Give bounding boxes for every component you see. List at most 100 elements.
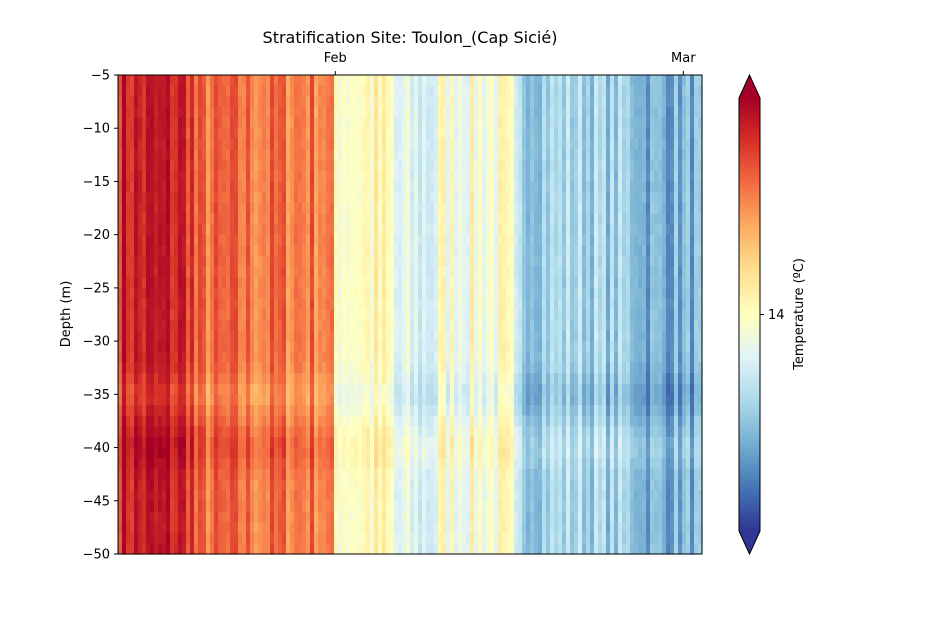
heatmap-cell [262, 299, 267, 310]
heatmap-cell [446, 86, 451, 97]
heatmap-cell [294, 309, 299, 320]
heatmap-cell [382, 394, 387, 405]
heatmap-cell [150, 245, 155, 256]
heatmap-cell [166, 330, 171, 341]
heatmap-cell [298, 139, 303, 150]
heatmap-cell [278, 352, 283, 363]
heatmap-cell [378, 511, 383, 522]
heatmap-cell [554, 107, 559, 118]
heatmap-cell [266, 160, 271, 171]
heatmap-cell [278, 139, 283, 150]
heatmap-cell [454, 107, 459, 118]
heatmap-cell [154, 479, 159, 490]
heatmap-cell [470, 522, 475, 533]
heatmap-cell [302, 320, 307, 331]
heatmap-cell [458, 543, 463, 554]
heatmap-cell [382, 352, 387, 363]
heatmap-cell [246, 150, 251, 161]
heatmap-cell [202, 320, 207, 331]
heatmap-cell [526, 426, 531, 437]
heatmap-cell [334, 426, 339, 437]
heatmap-cell [478, 96, 483, 107]
heatmap-cell [522, 245, 527, 256]
heatmap-cell [506, 224, 511, 235]
heatmap-cell [358, 533, 363, 544]
heatmap-cell [122, 309, 127, 320]
heatmap-cell [162, 437, 167, 448]
heatmap-cell [474, 330, 479, 341]
heatmap-cell [530, 437, 535, 448]
heatmap-cell [510, 181, 515, 192]
heatmap-cell [218, 288, 223, 299]
heatmap-cell [510, 288, 515, 299]
heatmap-cell [510, 299, 515, 310]
heatmap-cell [154, 448, 159, 459]
heatmap-cell [518, 235, 523, 246]
heatmap-cell [142, 384, 147, 395]
heatmap-cell [390, 86, 395, 97]
heatmap-cell [498, 277, 503, 288]
heatmap-cell [290, 213, 295, 224]
heatmap-cell [230, 458, 235, 469]
heatmap-cell [242, 479, 247, 490]
heatmap-cell [250, 469, 255, 480]
heatmap-cell [486, 288, 491, 299]
heatmap-cell [146, 224, 151, 235]
heatmap-cell [554, 362, 559, 373]
heatmap-cell [154, 235, 159, 246]
heatmap-cell [346, 490, 351, 501]
heatmap-cell [290, 373, 295, 384]
heatmap-cell [202, 362, 207, 373]
heatmap-cell [222, 352, 227, 363]
heatmap-cell [274, 330, 279, 341]
heatmap-cell [174, 245, 179, 256]
heatmap-cell [538, 448, 543, 459]
heatmap-cell [546, 511, 551, 522]
heatmap-cell [350, 192, 355, 203]
heatmap-cell [450, 426, 455, 437]
heatmap-cell [358, 256, 363, 267]
heatmap-cell [462, 288, 467, 299]
heatmap-cell [442, 416, 447, 427]
heatmap-cell [462, 352, 467, 363]
heatmap-cell [458, 118, 463, 129]
heatmap-cell [554, 437, 559, 448]
heatmap-cell [390, 181, 395, 192]
heatmap-cell [298, 437, 303, 448]
heatmap-cell [162, 139, 167, 150]
heatmap-cell [258, 384, 263, 395]
heatmap-cell [382, 256, 387, 267]
heatmap-cell [466, 160, 471, 171]
heatmap-cell [334, 256, 339, 267]
heatmap-cell [494, 437, 499, 448]
heatmap-cell [522, 394, 527, 405]
heatmap-cell [202, 118, 207, 129]
heatmap-cell [442, 299, 447, 310]
heatmap-cell [310, 213, 315, 224]
heatmap-cell [238, 416, 243, 427]
heatmap-cell [358, 171, 363, 182]
heatmap-cell [326, 511, 331, 522]
heatmap-cell [338, 277, 343, 288]
heatmap-cell [530, 330, 535, 341]
heatmap-cell [482, 405, 487, 416]
heatmap-cell [198, 479, 203, 490]
heatmap-cell [510, 160, 515, 171]
heatmap-cell [222, 330, 227, 341]
heatmap-cell [142, 405, 147, 416]
heatmap-cell [250, 341, 255, 352]
heatmap-cell [174, 192, 179, 203]
heatmap-cell [238, 352, 243, 363]
heatmap-cell [246, 362, 251, 373]
heatmap-cell [414, 362, 419, 373]
heatmap-cell [318, 394, 323, 405]
heatmap-cell [266, 405, 271, 416]
heatmap-cell [206, 150, 211, 161]
heatmap-cell [542, 96, 547, 107]
heatmap-cell [226, 181, 231, 192]
heatmap-cell [362, 192, 367, 203]
heatmap-cell [438, 490, 443, 501]
heatmap-cell [346, 501, 351, 512]
heatmap-cell [302, 384, 307, 395]
heatmap-cell [210, 458, 215, 469]
